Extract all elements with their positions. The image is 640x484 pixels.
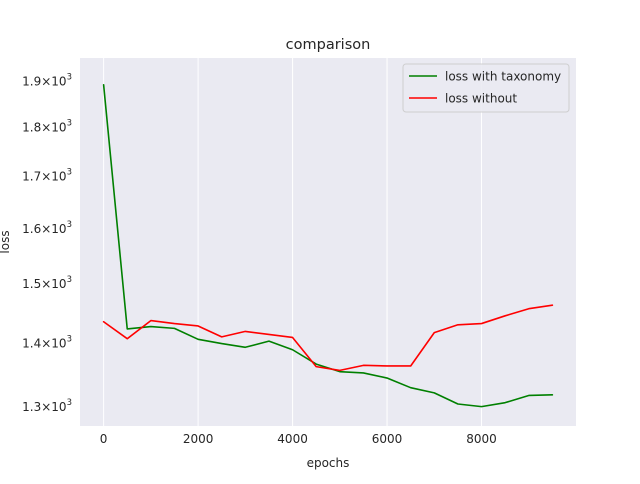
x-tick-label: 6000: [372, 432, 403, 446]
chart-title: comparison: [286, 37, 371, 53]
y-tick-label: 1.4×103: [22, 334, 72, 350]
x-tick-label: 4000: [277, 432, 308, 446]
plot-background: [80, 58, 576, 426]
y-tick-label: 1.8×103: [22, 119, 72, 135]
y-tick-label: 1.6×103: [22, 220, 72, 236]
x-tick-label: 2000: [183, 432, 214, 446]
y-tick-label: 1.9×103: [22, 72, 72, 88]
y-tick-label: 1.5×103: [22, 275, 72, 291]
legend-entry: loss without: [445, 92, 517, 106]
x-axis-label: epochs: [307, 456, 350, 470]
legend-entry: loss with taxonomy: [445, 70, 561, 84]
x-tick-label: 8000: [466, 432, 497, 446]
legend: loss with taxonomy loss without: [403, 64, 569, 112]
y-tick-label: 1.3×103: [22, 398, 72, 414]
y-tick-labels: 1.3×103 1.4×103 1.5×103 1.6×103 1.7×103 1.8×1…: [22, 72, 72, 414]
x-tick-label: 0: [100, 432, 108, 446]
x-tick-labels: 0 2000 4000 6000 8000: [100, 432, 497, 446]
y-tick-label: 1.7×103: [22, 168, 72, 184]
y-axis-label: loss: [0, 230, 12, 253]
